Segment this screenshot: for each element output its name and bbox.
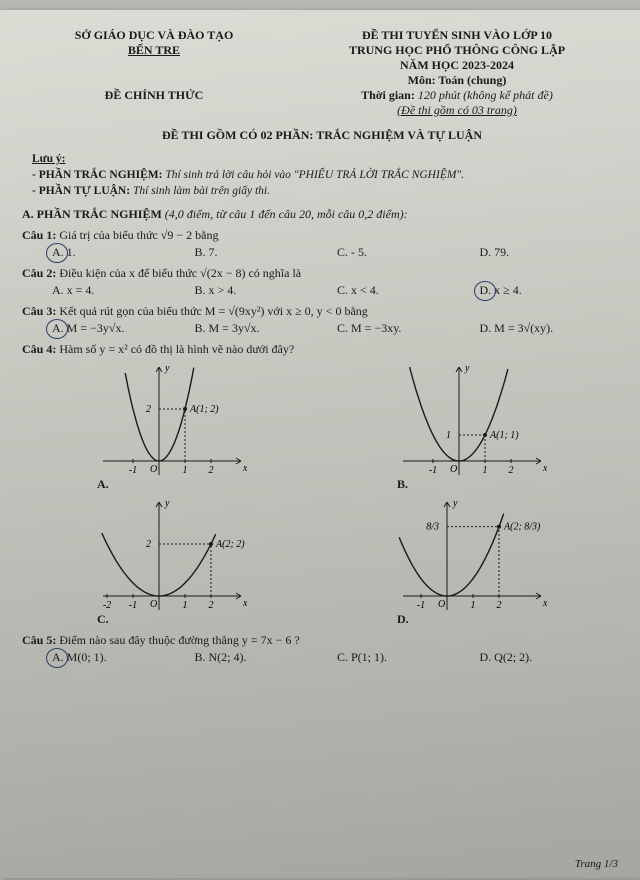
svg-text:8/3: 8/3 xyxy=(426,522,439,533)
graph-a-label: A. xyxy=(97,477,247,492)
main-title: ĐỀ THI GỒM CÓ 02 PHẦN: TRẮC NGHIỆM VÀ TỰ… xyxy=(22,128,622,143)
svg-text:2: 2 xyxy=(497,600,502,611)
q3-opt-a: A. M = −3y√x. xyxy=(52,321,195,336)
graph-b: x y O -1 1 2 1 A(1; 1) B. xyxy=(397,361,547,492)
header-left: SỞ GIÁO DỤC VÀ ĐÀO TẠO BẾN TRE ĐỀ CHÍNH … xyxy=(22,28,286,118)
svg-text:1: 1 xyxy=(183,465,188,476)
svg-text:O: O xyxy=(438,599,445,610)
part-a-title: A. PHẦN TRẮC NGHIỆM (4,0 điểm, từ câu 1 … xyxy=(22,207,622,222)
q1-opt-b: B. 7. xyxy=(195,245,338,260)
svg-text:x: x xyxy=(242,598,247,609)
svg-text:x: x xyxy=(242,463,247,474)
question-1: Câu 1: Giá trị của biểu thức √9 − 2 bằng xyxy=(22,228,622,243)
ministry: SỞ GIÁO DỤC VÀ ĐÀO TẠO xyxy=(22,28,286,43)
province: BẾN TRE xyxy=(22,43,286,58)
exam-title-1: ĐỀ THI TUYỂN SINH VÀO LỚP 10 xyxy=(292,28,622,43)
svg-text:-1: -1 xyxy=(417,600,425,611)
q2-opt-d: D. x ≥ 4. xyxy=(480,283,623,298)
notes: Lưu ý: - PHẦN TRẮC NGHIỆM: Thí sinh trả … xyxy=(32,151,622,199)
svg-text:-1: -1 xyxy=(129,600,137,611)
duration: Thời gian: Thời gian: 120 phút (không kể… xyxy=(292,88,622,103)
svg-text:A(2; 2): A(2; 2) xyxy=(215,539,245,550)
q2-options: A. x = 4. B. x > 4. C. x < 4. D. x ≥ 4. xyxy=(52,283,622,298)
note-2: - PHẦN TỰ LUẬN: Thí sinh làm bài trên gi… xyxy=(32,183,622,199)
q5-options: A. M(0; 1). B. N(2; 4). C. P(1; 1). D. Q… xyxy=(52,650,622,665)
q3-opt-d: D. M = 3√(xy). xyxy=(480,321,623,336)
svg-text:A(1; 1): A(1; 1) xyxy=(489,430,519,441)
q1-opt-c: C. - 5. xyxy=(337,245,480,260)
graph-a: x y O -1 1 2 2 A(1; 2) A. xyxy=(97,361,247,492)
svg-text:1: 1 xyxy=(471,600,476,611)
svg-text:2: 2 xyxy=(146,539,151,550)
exam-page: SỞ GIÁO DỤC VÀ ĐÀO TẠO BẾN TRE ĐỀ CHÍNH … xyxy=(0,10,640,878)
svg-text:x: x xyxy=(542,463,547,474)
header: SỞ GIÁO DỤC VÀ ĐÀO TẠO BẾN TRE ĐỀ CHÍNH … xyxy=(22,28,622,118)
q5-opt-a: A. M(0; 1). xyxy=(52,650,195,665)
svg-text:y: y xyxy=(464,363,470,374)
q5-opt-b: B. N(2; 4). xyxy=(195,650,338,665)
year: NĂM HỌC 2023-2024 xyxy=(292,58,622,73)
svg-text:-2: -2 xyxy=(103,600,111,611)
svg-text:y: y xyxy=(452,498,458,509)
q2-opt-b: B. x > 4. xyxy=(195,283,338,298)
svg-text:2: 2 xyxy=(509,465,514,476)
q5-opt-d: D. Q(2; 2). xyxy=(480,650,623,665)
graph-c-label: C. xyxy=(97,612,247,627)
svg-text:y: y xyxy=(164,498,170,509)
graph-d: x y O -1 1 2 8/3 A(2; 8/3) D. xyxy=(397,496,547,627)
question-4: Câu 4: Hàm số y = x² có đồ thị là hình v… xyxy=(22,342,622,357)
svg-text:-1: -1 xyxy=(429,465,437,476)
question-5: Câu 5: Điểm nào sau đây thuộc đường thẳn… xyxy=(22,633,622,648)
q1-opt-a: A. 1. xyxy=(52,245,195,260)
q1-opt-d: D. 79. xyxy=(480,245,623,260)
svg-text:1: 1 xyxy=(483,465,488,476)
q2-opt-a: A. x = 4. xyxy=(52,283,195,298)
official: ĐỀ CHÍNH THỨC xyxy=(22,88,286,103)
q3-opt-c: C. M = −3xy. xyxy=(337,321,480,336)
q1-options: A. 1. B. 7. C. - 5. D. 79. xyxy=(52,245,622,260)
svg-text:O: O xyxy=(450,464,457,475)
graph-c: x y O -2 -1 1 2 2 A(2; 2) C. xyxy=(97,496,247,627)
exam-title-2: TRUNG HỌC PHỔ THÔNG CÔNG LẬP xyxy=(292,43,622,58)
svg-text:2: 2 xyxy=(209,465,214,476)
svg-text:-1: -1 xyxy=(129,465,137,476)
graph-row-2: x y O -2 -1 1 2 2 A(2; 2) C. x y O -1 1 2 8/3 A(2; 8/3)… xyxy=(22,496,622,627)
svg-text:y: y xyxy=(164,363,170,374)
note-1: - PHẦN TRẮC NGHIỆM: Thí sinh trả lời câu… xyxy=(32,167,622,183)
graph-d-label: D. xyxy=(397,612,547,627)
header-right: ĐỀ THI TUYỂN SINH VÀO LỚP 10 TRUNG HỌC P… xyxy=(292,28,622,118)
page-footer: Trang 1/3 xyxy=(575,858,618,870)
svg-text:A(1; 2): A(1; 2) xyxy=(189,404,219,415)
svg-text:O: O xyxy=(150,464,157,475)
q3-options: A. M = −3y√x. B. M = 3y√x. C. M = −3xy. … xyxy=(52,321,622,336)
svg-text:A(2; 8/3): A(2; 8/3) xyxy=(503,522,541,533)
graph-b-label: B. xyxy=(397,477,547,492)
question-2: Câu 2: Điều kiện của x để biểu thức √(2x… xyxy=(22,266,622,281)
svg-text:2: 2 xyxy=(146,404,151,415)
q2-opt-c: C. x < 4. xyxy=(337,283,480,298)
notes-heading: Lưu ý: xyxy=(32,151,622,167)
page-count: (Đề thi gồm có 03 trang) xyxy=(292,103,622,118)
svg-text:1: 1 xyxy=(446,430,451,441)
q5-opt-c: C. P(1; 1). xyxy=(337,650,480,665)
graph-row-1: x y O -1 1 2 2 A(1; 2) A. x y O -1 1 2 1 A(1; 1) B. xyxy=(22,361,622,492)
question-3: Câu 3: Kết quả rút gọn của biểu thức M =… xyxy=(22,304,622,319)
svg-text:O: O xyxy=(150,599,157,610)
q3-opt-b: B. M = 3y√x. xyxy=(195,321,338,336)
svg-text:1: 1 xyxy=(183,600,188,611)
svg-text:x: x xyxy=(542,598,547,609)
subject: Môn: Toán (chung) xyxy=(292,73,622,88)
svg-text:2: 2 xyxy=(209,600,214,611)
